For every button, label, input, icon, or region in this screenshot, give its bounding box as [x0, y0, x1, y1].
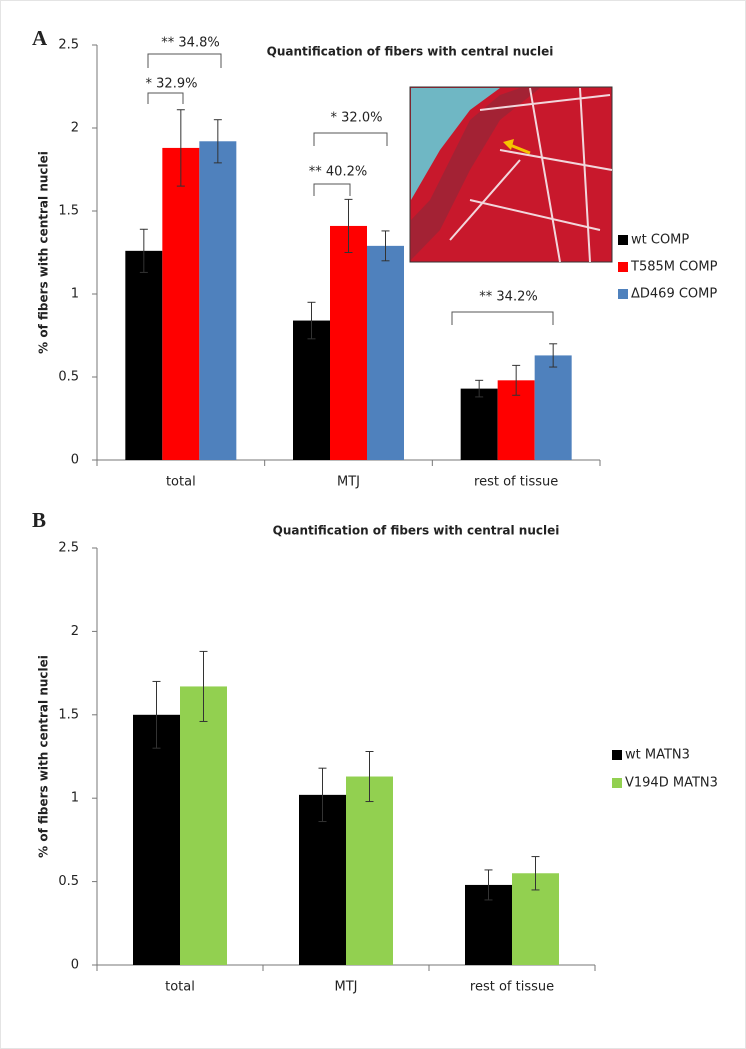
inset-membrane — [449, 87, 613, 263]
legend-label: ΔD469 COMP — [631, 287, 717, 302]
error-bar — [475, 379, 484, 398]
bar — [367, 245, 404, 460]
annotation: ** 34.2% — [479, 290, 537, 305]
error-bar — [531, 856, 540, 891]
significance-bracket — [147, 92, 184, 104]
significance-bracket — [313, 183, 351, 196]
bar — [293, 320, 330, 460]
y-tick-label: 2 — [71, 121, 79, 136]
bar — [133, 714, 180, 965]
bar — [199, 141, 237, 460]
legend-swatch — [612, 778, 622, 788]
legend-swatch — [612, 750, 622, 760]
y-tick-label: 2 — [71, 624, 79, 639]
chart-title: Quantification of fibers with central nu… — [273, 524, 560, 538]
significance-bracket — [313, 132, 388, 146]
inset-arrow-head — [503, 139, 514, 150]
legend-swatch — [618, 235, 628, 245]
error-bar — [152, 680, 161, 749]
error-bar — [318, 767, 327, 823]
x-tick-label: MTJ — [335, 980, 358, 995]
error-bar — [381, 230, 390, 262]
x-tick-label: total — [165, 980, 195, 995]
x-tick-label: rest of tissue — [470, 980, 554, 995]
error-bar — [512, 364, 521, 396]
error-bar — [199, 650, 208, 722]
error-bar — [176, 109, 185, 187]
y-tick-label: 0 — [71, 958, 79, 973]
x-tick-label: total — [166, 475, 196, 490]
x-tick-label: MTJ — [337, 475, 360, 490]
legend-label: wt COMP — [631, 233, 689, 248]
y-tick-label: 0.5 — [58, 370, 79, 385]
significance-bracket — [451, 311, 554, 325]
bar — [346, 776, 393, 965]
legend-label: T585M COMP — [630, 260, 718, 275]
y-tick-label: 2.5 — [58, 38, 79, 53]
annotation: * 32.0% — [331, 111, 383, 126]
y-tick-label: 2.5 — [58, 541, 79, 556]
bar — [330, 225, 367, 460]
y-axis-label: % of fibers with central nuclei — [37, 655, 51, 858]
bar — [534, 355, 572, 460]
legend-swatch — [618, 262, 628, 272]
error-bar — [484, 869, 493, 901]
error-bar — [344, 198, 353, 253]
y-tick-label: 1 — [71, 791, 79, 806]
y-tick-label: 1.5 — [58, 707, 79, 722]
bar — [162, 147, 200, 461]
inset-arrow — [509, 143, 531, 155]
y-tick-label: 1 — [71, 287, 79, 302]
y-axis-label: % of fibers with central nuclei — [37, 151, 51, 354]
bar — [460, 388, 498, 460]
y-tick-label: 0.5 — [58, 874, 79, 889]
legend-label: wt MATN3 — [625, 748, 690, 763]
bar — [125, 250, 163, 460]
inset-tissue — [411, 88, 540, 260]
bar — [299, 794, 346, 965]
error-bar — [213, 119, 222, 164]
bar — [180, 686, 227, 965]
annotation: ** 40.2% — [309, 165, 367, 180]
panel-label: B — [32, 508, 46, 532]
error-bar — [549, 343, 558, 368]
y-tick-label: 1.5 — [58, 204, 79, 219]
x-tick-label: rest of tissue — [474, 475, 558, 490]
legend-label: V194D MATN3 — [625, 776, 718, 791]
error-bar — [307, 301, 316, 340]
chart-title: Quantification of fibers with central nu… — [267, 45, 554, 59]
annotation: ** 34.8% — [161, 36, 219, 51]
error-bar — [139, 228, 148, 273]
annotation: * 32.9% — [146, 77, 198, 92]
inset-micrograph — [409, 86, 613, 263]
legend-swatch — [618, 289, 628, 299]
inset-tissue — [411, 88, 500, 200]
significance-bracket — [147, 53, 222, 68]
panel-label: A — [32, 26, 48, 50]
y-tick-label: 0 — [71, 453, 79, 468]
error-bar — [365, 750, 374, 803]
